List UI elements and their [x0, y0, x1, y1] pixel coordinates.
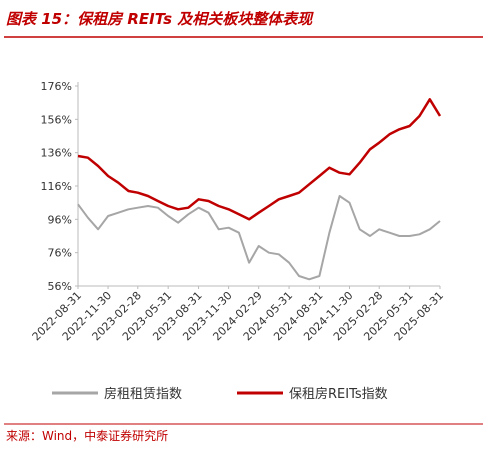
y-tick-label: 156%: [41, 113, 72, 126]
chart-title: 图表 15：保租房 REITs 及相关板块整体表现: [6, 10, 314, 28]
legend-label: 房租租赁指数: [104, 386, 182, 402]
y-tick-label: 136%: [41, 147, 72, 160]
legend-label: 保租房REITs指数: [289, 386, 388, 402]
y-tick-label: 96%: [48, 213, 72, 226]
y-tick-label: 56%: [48, 280, 72, 293]
y-tick-label: 176%: [41, 80, 72, 93]
source: 来源：Wind，中泰证券研究所: [6, 428, 168, 443]
y-tick-label: 116%: [41, 180, 72, 193]
series-line: [77, 98, 442, 221]
y-tick-label: 76%: [48, 247, 72, 260]
series-line: [77, 195, 441, 281]
